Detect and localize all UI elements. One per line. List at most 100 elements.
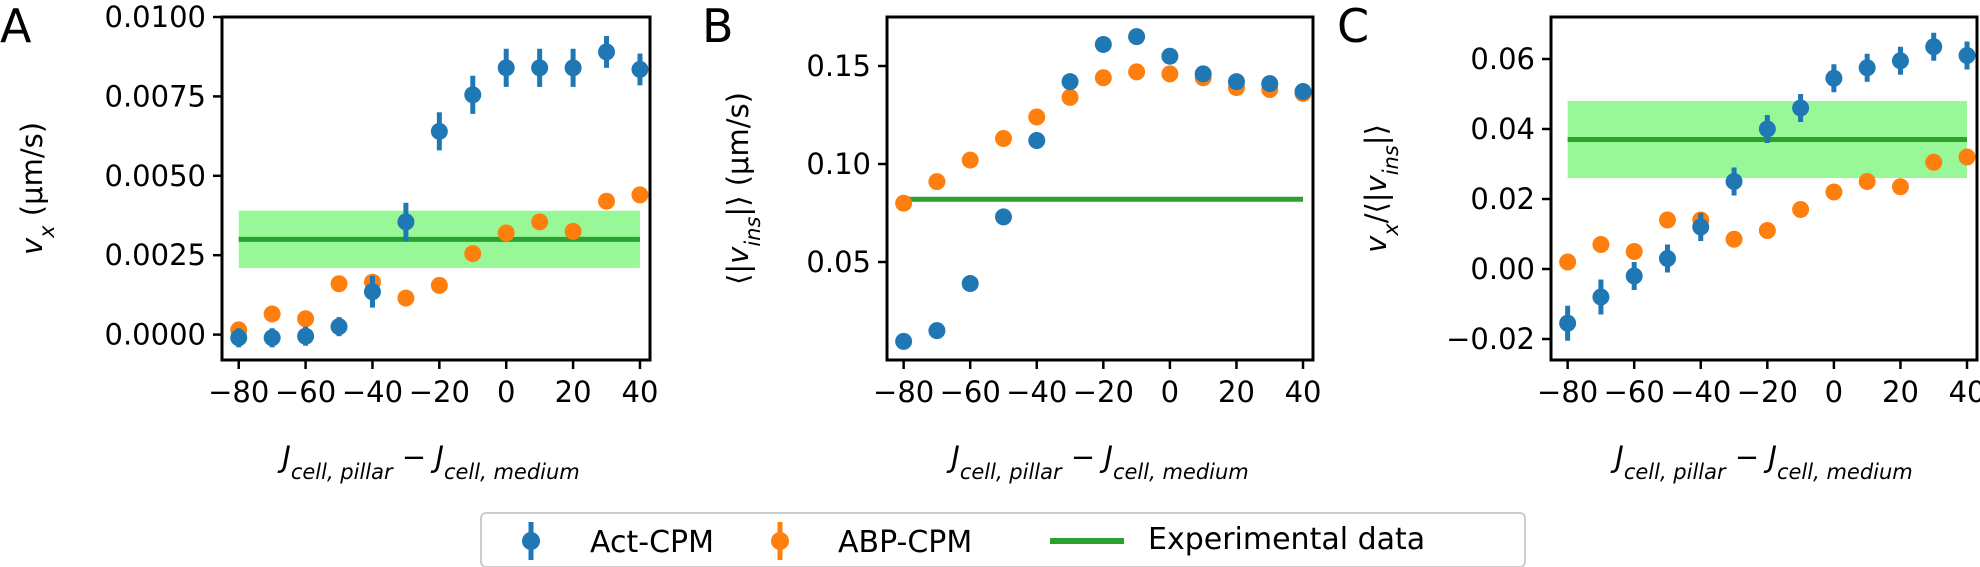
y-axis-label-part-0: v xyxy=(1359,235,1393,253)
y-axis-label-part-1: x xyxy=(35,225,59,239)
x-tick-label: 40 xyxy=(622,375,659,409)
act-point xyxy=(263,329,281,347)
act-point xyxy=(1227,73,1245,91)
act-point xyxy=(1261,75,1279,93)
abp-point xyxy=(928,173,946,191)
y-tick-label: 0.04 xyxy=(1470,112,1535,146)
x-tick-label: 40 xyxy=(1949,375,1980,409)
y-tick-label: 0.00 xyxy=(1470,252,1535,286)
abp-point xyxy=(464,245,482,263)
x-axis-label-part-0: J xyxy=(1610,440,1624,474)
abp-point xyxy=(598,192,616,210)
y-tick-label: 0.05 xyxy=(806,245,871,279)
act-point xyxy=(1725,173,1743,190)
legend-act-label: Act-CPM xyxy=(590,525,714,560)
act-point xyxy=(230,329,248,347)
panel-b: B −80 −60 −40 −20 0 20 40 0.05 0.10 0.15 Jcell, pil… xyxy=(702,0,1321,484)
act-point xyxy=(1194,65,1212,83)
abp-point xyxy=(1758,222,1776,239)
x-axis-label-part-4: cell, medium xyxy=(444,460,580,484)
y-axis-label-part-2: ins xyxy=(741,217,765,247)
act-point xyxy=(464,86,482,104)
x-tick-label: 20 xyxy=(1882,375,1919,409)
abp-point xyxy=(397,289,415,307)
act-point xyxy=(961,275,979,293)
y-tick-label: 0.06 xyxy=(1470,42,1535,76)
x-axis-label-part-0: J xyxy=(946,440,960,474)
y-tick-label: 0.0100 xyxy=(105,0,206,34)
panel-letter-c: C xyxy=(1337,0,1369,53)
x-axis-label-part-1: cell, pillar xyxy=(291,460,394,484)
x-tick-label: −80 xyxy=(873,375,934,409)
act-point xyxy=(1094,35,1112,53)
act-point xyxy=(1891,52,1909,70)
abp-point xyxy=(297,310,315,328)
y-tick-label: 0.0075 xyxy=(105,79,206,113)
abp-point xyxy=(1161,65,1179,83)
act-point xyxy=(564,59,582,77)
legend-act-marker xyxy=(522,532,540,550)
x-tick-label: 0 xyxy=(1825,375,1843,409)
abp-point xyxy=(531,213,549,231)
legend-experimental-label: Experimental data xyxy=(1148,522,1425,557)
x-tick-label: 40 xyxy=(1285,375,1322,409)
abp-point xyxy=(564,222,582,240)
panel-letter-a: A xyxy=(0,0,32,53)
x-tick-label: 0 xyxy=(497,375,515,409)
act-point xyxy=(531,59,549,77)
act-point xyxy=(1028,131,1046,149)
x-axis-label-part-2: − xyxy=(1062,440,1105,474)
abp-point xyxy=(631,186,649,204)
panel-letter-b: B xyxy=(702,0,734,53)
act-point xyxy=(1792,99,1810,117)
act-point xyxy=(1925,38,1943,56)
abp-point xyxy=(1958,148,1976,166)
x-tick-label: −40 xyxy=(1006,375,1067,409)
act-point xyxy=(1825,69,1843,87)
y-axis-label: vx/⟨|vins|⟩ xyxy=(1359,124,1403,253)
legend-item-act: Act-CPM xyxy=(522,522,714,560)
x-axis-label-part-1: cell, pillar xyxy=(960,460,1063,484)
x-axis-label: Jcell, pillar − Jcell, medium xyxy=(1610,440,1913,484)
y-axis-label-part-2: (μm/s) xyxy=(15,122,49,225)
x-tick-label: 20 xyxy=(555,375,592,409)
abp-point xyxy=(1891,178,1909,196)
y-axis-label-part-1: x xyxy=(1379,223,1403,237)
act-point xyxy=(1858,59,1876,77)
legend-abp-label: ABP-CPM xyxy=(838,525,972,560)
abp-point xyxy=(1094,69,1112,87)
x-axis-label: Jcell, pillar − Jcell, medium xyxy=(946,440,1249,484)
abp-point xyxy=(1128,63,1146,81)
y-axis-label-part-1: v xyxy=(721,246,755,264)
y-axis-label-part-5: |⟩ xyxy=(1359,124,1393,145)
abp-point xyxy=(1592,236,1610,253)
axes-frame xyxy=(220,15,652,362)
y-axis-label-part-2: /⟨| xyxy=(1359,192,1393,223)
x-tick-label: −80 xyxy=(208,375,269,409)
abp-point xyxy=(1559,253,1577,271)
panel-c: C −80 −60 −40 −20 0 20 40 −0.02 0.00 0.02 0.04 0.06 J… xyxy=(1337,0,1980,484)
x-tick-label: −80 xyxy=(1537,375,1598,409)
y-tick-label: 0.02 xyxy=(1470,182,1535,216)
act-point xyxy=(1592,288,1610,306)
act-point xyxy=(397,213,415,231)
y-axis-label: vx (μm/s) xyxy=(15,122,59,255)
x-tick-label: −20 xyxy=(409,375,470,409)
abp-point xyxy=(1825,183,1843,201)
y-tick-label: 0.10 xyxy=(806,147,871,181)
x-axis-label-part-0: J xyxy=(277,440,291,474)
act-point xyxy=(1294,82,1312,100)
abp-point xyxy=(430,276,448,294)
abp-point xyxy=(1792,201,1810,218)
act-point xyxy=(1061,73,1079,91)
abp-point xyxy=(1028,108,1046,126)
axes-frame xyxy=(1549,15,1979,362)
legend-frame xyxy=(480,512,1526,567)
y-axis-label: ⟨|vins|⟩ (μm/s) xyxy=(721,92,765,285)
legend-abp-marker xyxy=(771,532,789,550)
x-tick-label: −60 xyxy=(1604,375,1665,409)
abp-point xyxy=(895,194,913,212)
abp-point xyxy=(1061,88,1079,106)
abp-point xyxy=(330,275,348,293)
act-point xyxy=(1958,47,1976,64)
